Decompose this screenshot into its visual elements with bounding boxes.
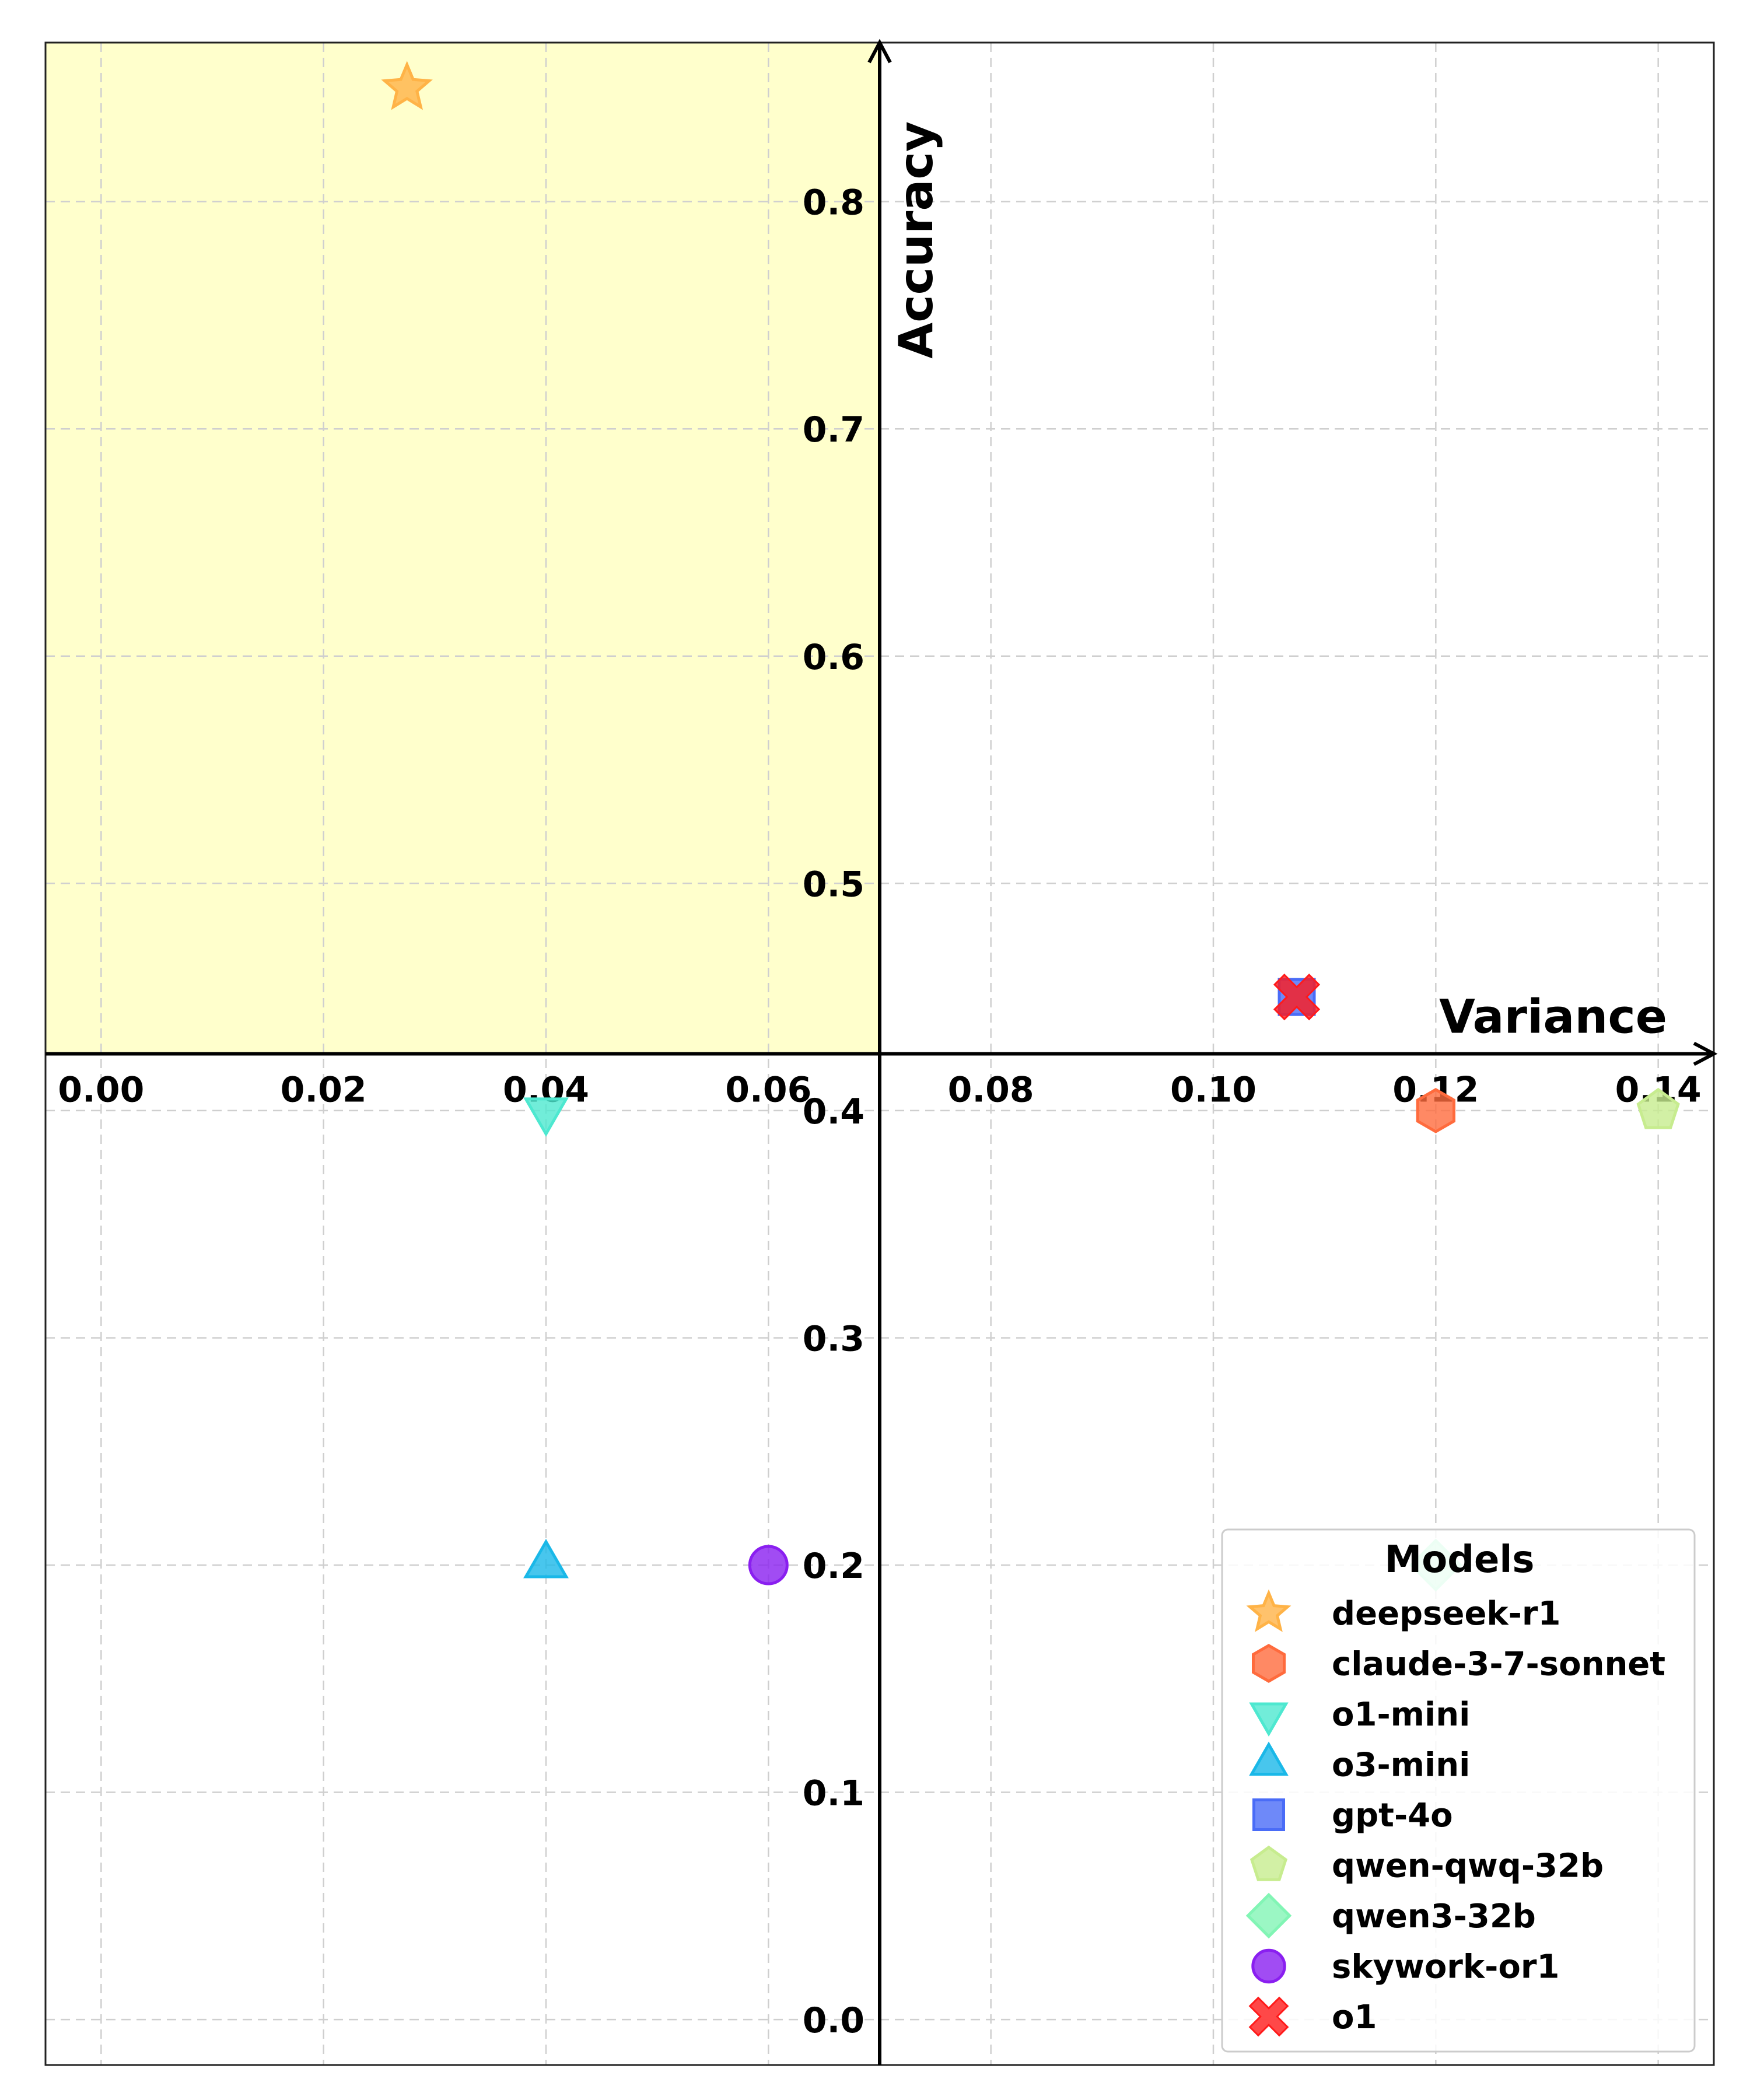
y-axis-title: Accuracy	[889, 121, 943, 359]
legend-title: Models	[1385, 1538, 1535, 1581]
legend-item: skywork-or1	[1251, 1948, 1559, 1986]
legend-item: claude-3-7-sonnet	[1252, 1644, 1665, 1684]
y-tick-label: 0.8	[803, 183, 864, 223]
y-tick-label: 0.2	[803, 1546, 864, 1587]
y-tick-label: 0.5	[803, 864, 864, 905]
legend-marker-o1	[1248, 1996, 1289, 2037]
point-skywork-or1	[748, 1545, 789, 1586]
legend-label: o3-mini	[1332, 1746, 1470, 1784]
y-tick-label: 0.0	[803, 2000, 864, 2041]
x-tick-label: 0.08	[948, 1070, 1034, 1111]
y-tick-label: 0.4	[803, 1091, 864, 1132]
legend-label: qwen-qwq-32b	[1332, 1847, 1604, 1885]
legend-label: o1	[1332, 1999, 1377, 2036]
x-tick-label: 0.02	[281, 1070, 367, 1111]
legend-marker-claude-3-7-sonnet	[1252, 1644, 1286, 1683]
legend-item: qwen3-32b	[1245, 1892, 1536, 1939]
legend-item: deepseek-r1	[1246, 1589, 1561, 1633]
legend-marker-skywork-or1	[1251, 1948, 1286, 1984]
point-o1	[1273, 973, 1321, 1021]
y-axis-arrow	[867, 38, 892, 64]
point-o3-mini	[523, 1538, 569, 1578]
x-axis-title: Variance	[1439, 990, 1667, 1044]
legend-label: claude-3-7-sonnet	[1332, 1646, 1665, 1684]
legend-marker-deepseek-r1	[1246, 1589, 1292, 1632]
legend-item: gpt-4o	[1252, 1797, 1453, 1835]
legend-item: o1	[1248, 1996, 1377, 2037]
y-tick-label: 0.7	[803, 410, 864, 450]
point-o1-mini	[523, 1097, 569, 1137]
legend-items: deepseek-r1 claude-3-7-sonnet o1-mini o3-mi…	[1245, 1589, 1665, 2037]
legend-marker-gpt-4o	[1252, 1798, 1285, 1831]
x-axis-arrow	[1693, 1041, 1718, 1066]
y-tick-label: 0.1	[803, 1773, 864, 1814]
x-tick-label: 0.10	[1170, 1070, 1256, 1111]
point-claude-3-7-sonnet	[1416, 1088, 1455, 1133]
legend-label: o1-mini	[1332, 1696, 1470, 1734]
highlight-region	[46, 43, 880, 1054]
legend-marker-o3-mini	[1249, 1741, 1289, 1776]
legend-label: deepseek-r1	[1332, 1595, 1561, 1633]
point-deepseek-r1	[381, 61, 433, 110]
y-tick-label: 0.3	[803, 1318, 864, 1359]
legend-box	[1221, 1528, 1696, 2053]
legend-marker-qwen3-32b	[1245, 1892, 1292, 1939]
legend-marker-qwen-qwq-32b	[1250, 1845, 1288, 1881]
axes	[46, 38, 1718, 2065]
legend-item: qwen-qwq-32b	[1250, 1845, 1604, 1885]
x-tick-label: 0.00	[58, 1070, 144, 1111]
legend-label: qwen3-32b	[1332, 1898, 1536, 1936]
legend-item: o3-mini	[1249, 1741, 1470, 1784]
legend-item: o1-mini	[1249, 1696, 1470, 1737]
legend-label: skywork-or1	[1332, 1948, 1559, 1986]
x-tick-label: 0.06	[725, 1070, 811, 1111]
legend-marker-o1-mini	[1249, 1702, 1289, 1737]
point-qwen-qwq-32b	[1636, 1087, 1680, 1129]
legend-label: gpt-4o	[1332, 1797, 1453, 1835]
tick-labels: 0.000.020.040.060.080.100.120.140.00.10.…	[58, 183, 1701, 2041]
legend: Models deepseek-r1 claude-3-7-sonnet o1-mi…	[1221, 1528, 1696, 2053]
y-tick-label: 0.6	[803, 637, 864, 678]
